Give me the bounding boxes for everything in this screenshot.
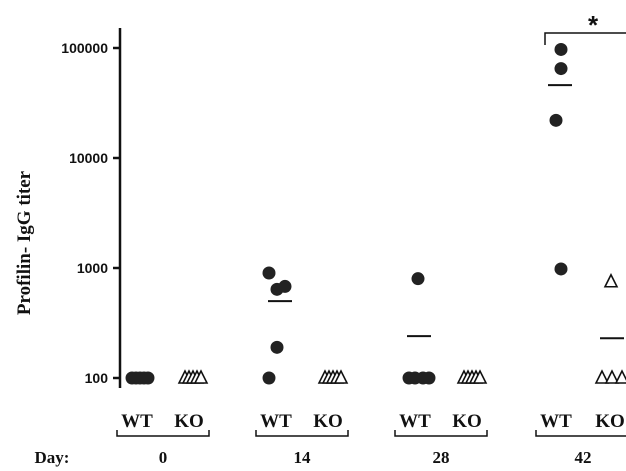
data-point-ko [614,369,626,384]
genotype-label: WT [121,411,153,432]
y-tick-label: 100000 [61,40,108,56]
data-point-wt [270,340,284,354]
y-axis-label: Profilin- IgG titer [14,170,35,315]
data-point-wt [554,62,568,76]
data-point-wt [554,42,568,56]
significance-star: * [588,10,599,40]
points-layer [125,42,626,385]
data-point-ko [603,272,619,288]
significance-bracket [544,32,626,45]
group-bracket [255,430,349,437]
y-tick-label: 10000 [69,150,108,166]
day-value: 0 [159,448,168,467]
data-point-wt [554,262,568,276]
genotype-label: KO [313,411,343,432]
data-point-ko [604,369,620,384]
day-value: 28 [433,448,450,467]
day-label: Day: [35,448,70,467]
genotype-label: WT [399,411,431,432]
group-bracket [394,430,488,437]
genotype-label: WT [260,411,292,432]
group-bracket [116,430,210,437]
day-value: 14 [294,448,312,467]
group-bracket [535,430,626,437]
data-point-wt [422,371,436,385]
genotype-label: KO [174,411,204,432]
genotype-label: WT [540,411,572,432]
y-tick-label: 1000 [77,260,108,276]
data-point-wt [141,371,155,385]
data-point-ko [333,369,349,384]
genotype-label: KO [595,411,625,432]
y-axis: 100 1000 10000 100000 [61,28,122,388]
data-point-ko [594,369,610,384]
genotype-label: KO [452,411,482,432]
data-point-wt [278,279,292,293]
data-point-ko [193,369,209,384]
day-value: 42 [575,448,592,467]
data-point-ko [472,369,488,384]
data-point-wt [549,113,563,127]
data-point-wt [411,272,425,286]
data-point-wt [262,371,276,385]
y-tick-label: 100 [85,370,109,386]
data-point-wt [262,266,276,280]
annotation-layer: * [544,10,626,45]
